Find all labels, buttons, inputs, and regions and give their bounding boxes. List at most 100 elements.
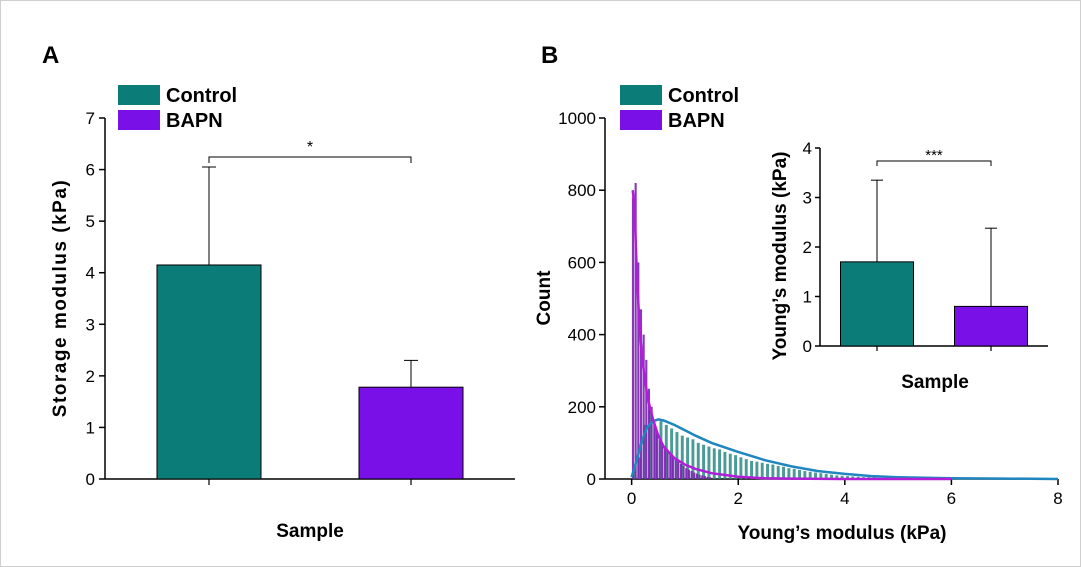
hist-bar-control	[723, 451, 727, 479]
y-tick-label: 4	[803, 139, 812, 158]
hist-bar-bapn	[650, 406, 653, 479]
hist-bar-bapn	[695, 473, 698, 479]
hist-bar-control	[643, 424, 647, 479]
hist-bar-bapn	[679, 463, 683, 479]
hist-bar-bapn	[634, 182, 637, 480]
hist-bar-bapn	[703, 476, 706, 479]
hist-bar-bapn	[666, 450, 669, 479]
hist-bar-bapn	[674, 459, 677, 479]
x-axis-title: Young’s modulus (kPa)	[737, 523, 946, 544]
hist-bar-control	[691, 439, 695, 479]
hist-bar-bapn	[671, 456, 675, 479]
hist-bar-bapn	[706, 476, 709, 479]
hist-bar-control	[782, 466, 786, 479]
hist-bar-control	[830, 474, 833, 479]
hist-bar-bapn	[637, 262, 640, 479]
x-tick-label: 2	[734, 489, 743, 508]
hist-bar-control	[824, 473, 828, 479]
y-tick-label: 800	[568, 181, 596, 200]
hist-bar-bapn	[709, 477, 712, 479]
panel-b-chart: 0 200 400 600 800 1000 0 2 4 6 8 Young’s modulus (k…	[534, 85, 1063, 544]
hist-bar-control	[664, 424, 668, 479]
y-tick-label: 4	[86, 264, 95, 283]
hist-bar-control	[819, 473, 823, 479]
hist-bar-control	[702, 444, 706, 479]
hist-bar-control	[808, 471, 812, 479]
legend-swatch-bapn	[118, 110, 160, 130]
legend-swatch-control	[620, 85, 662, 105]
x-tick-label: 0	[627, 489, 636, 508]
hist-bar-control	[638, 457, 642, 479]
legend-swatch-control	[118, 85, 160, 105]
hist-bar-control	[766, 463, 770, 479]
y-tick-label: 2	[803, 238, 812, 257]
hist-bar-control	[798, 469, 801, 479]
hist-bar-control	[680, 435, 684, 479]
y-axis-title: Young’s modulus (kPa)	[770, 151, 791, 360]
y-tick-label: 1	[803, 288, 812, 307]
y-tick-label: 0	[86, 470, 95, 489]
significance-label: *	[307, 139, 313, 156]
hist-bar-bapn	[669, 453, 672, 479]
y-axis-title: Count	[534, 270, 555, 326]
hist-bar-control	[840, 475, 844, 479]
significance-label: ***	[925, 147, 943, 164]
hist-bar-control	[648, 410, 652, 479]
hist-bar-bapn	[639, 309, 643, 479]
hist-bar-control	[712, 448, 716, 479]
panel-a-chart: 0 1 2 3 4 5 6 7 * Sample Storage modulus (kPa) Cont…	[50, 85, 515, 542]
hist-bar-control	[803, 471, 807, 479]
y-tick-label: 2	[86, 367, 95, 386]
significance-bracket	[876, 160, 992, 166]
hist-bar-control	[686, 437, 690, 479]
hist-bar-control	[835, 475, 839, 479]
hist-bar-control	[814, 472, 817, 479]
y-tick-label: 6	[86, 161, 95, 180]
hist-bar-control	[755, 461, 759, 479]
y-tick-label: 0	[803, 337, 812, 356]
legend-label: BAPN	[166, 110, 223, 132]
hist-bar-control	[718, 449, 722, 479]
panel-b-label: B	[541, 42, 558, 69]
hist-bar-bapn	[685, 468, 688, 479]
y-tick-label: 200	[568, 398, 596, 417]
hist-bar-bapn	[663, 446, 667, 479]
x-axis-title: Sample	[276, 521, 344, 542]
hist-bar-bapn	[658, 439, 661, 479]
fit-curve-control	[630, 418, 1059, 481]
hist-bar-control	[728, 453, 732, 479]
panel-a-label: A	[42, 42, 59, 69]
bar-control	[156, 264, 262, 480]
hist-bar-bapn	[701, 475, 704, 479]
panel-b-inset-chart: 0 1 2 3 4 *** Sample Young’s modulus (kPa)	[770, 139, 1056, 393]
hist-bar-control	[632, 471, 636, 479]
hist-bar-control	[744, 459, 748, 479]
y-axis-title: Storage modulus (kPa)	[50, 179, 71, 417]
y-tick-label: 3	[803, 189, 812, 208]
hist-bar-control	[750, 460, 754, 479]
hist-bar-control	[707, 446, 711, 479]
significance-bracket	[208, 156, 412, 163]
y-tick-label: 7	[86, 109, 95, 128]
fit-curve-bapn	[631, 190, 952, 481]
hist-bar-control	[675, 432, 679, 479]
hist-bar-control	[846, 476, 849, 479]
y-tick-label: 3	[86, 315, 95, 334]
y-tick-label: 1000	[558, 109, 596, 128]
y-tick-label: 600	[568, 253, 596, 272]
hist-bar-bapn	[687, 469, 691, 479]
hist-bar-control	[851, 476, 855, 479]
x-axis-title: Sample	[901, 372, 969, 393]
hist-bar-control	[734, 455, 738, 479]
y-tick-label: 1	[86, 418, 95, 437]
hist-bar-control	[696, 442, 700, 479]
hist-bar-control	[659, 421, 663, 479]
hist-bar-bapn	[677, 461, 680, 479]
hist-bar-control	[739, 457, 743, 479]
hist-bar-bapn	[698, 474, 701, 479]
hist-bar-bapn	[631, 197, 635, 480]
hist-bar-bapn	[645, 359, 648, 479]
x-tick-label: 4	[840, 489, 849, 508]
bar-control	[840, 261, 914, 347]
